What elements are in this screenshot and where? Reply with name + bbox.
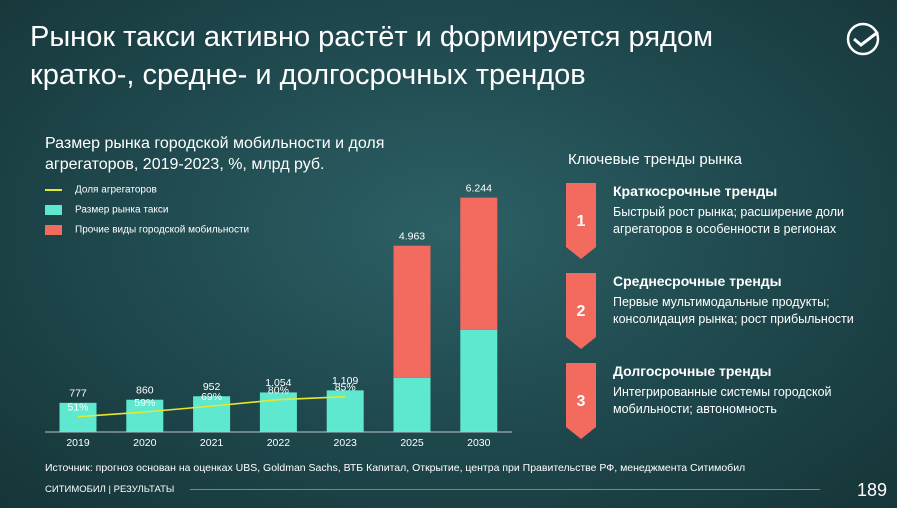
chart-title: Размер рынка городской мобильности и дол… — [45, 135, 385, 173]
trend-title: Среднесрочные тренды — [613, 273, 782, 289]
footer: СИТИМОБИЛ | РЕЗУЛЬТАТЫ — [45, 484, 175, 495]
bar-segment — [460, 197, 498, 330]
bar-segment — [126, 399, 164, 432]
x-tick-label: 2020 — [133, 437, 157, 449]
line-value-label: 59% — [134, 397, 155, 409]
trend-text: Быстрый рост рынка; расширение доли агре… — [613, 205, 845, 236]
trend-text: Первые мультимодальные продукты; консоли… — [613, 295, 854, 326]
footer-rule — [190, 489, 820, 490]
trend-number: 3 — [576, 393, 586, 410]
x-tick-label: 2022 — [267, 437, 291, 449]
x-tick-label: 2030 — [467, 437, 491, 449]
bar-segment — [393, 377, 431, 432]
total-label: 4.963 — [399, 230, 425, 242]
trend-arrow — [566, 363, 596, 439]
bar-segment — [59, 402, 97, 432]
share-line — [77, 395, 346, 418]
bar-segment — [193, 396, 231, 432]
line-value-label: 51% — [67, 401, 88, 413]
trend-arrow — [566, 273, 596, 349]
trend-text: Интегрированные системы городской мобиль… — [613, 385, 832, 416]
trend-title: Долгосрочные тренды — [613, 363, 772, 379]
x-tick-label: 2021 — [200, 437, 224, 449]
legend-swatch — [45, 225, 62, 235]
total-label: 952 — [203, 381, 221, 393]
line-value-label: 80% — [268, 384, 289, 396]
page-number: 189 — [856, 480, 887, 500]
x-tick-label: 2025 — [400, 437, 424, 449]
total-label: 860 — [136, 384, 154, 396]
trends-heading: Ключевые тренды рынка — [568, 151, 743, 168]
line-value-label: 85% — [335, 382, 356, 394]
trend-number: 2 — [576, 303, 586, 320]
trend-arrow — [566, 183, 596, 259]
bar-segment — [460, 329, 498, 432]
trend-number: 1 — [576, 213, 586, 230]
bar-segment — [393, 245, 431, 378]
slide-title: Рынок такси активно растёт и формируется… — [30, 21, 714, 91]
total-label: 6.244 — [466, 182, 492, 194]
total-label: 1.109 — [332, 375, 358, 387]
trend-title: Краткосрочные тренды — [613, 183, 778, 199]
source-note: Источник: прогноз основан на оценках UBS… — [45, 462, 746, 474]
logo — [846, 22, 880, 56]
chart: Доля агрегаторов Размер рынка такси Прочие… — [45, 182, 512, 449]
total-label: 1.054 — [265, 377, 291, 389]
x-tick-label: 2019 — [66, 437, 90, 449]
legend-swatch — [45, 205, 62, 215]
legend-label: Размер рынка такси — [75, 205, 168, 216]
total-label: 777 — [69, 388, 87, 400]
legend-label: Доля агрегаторов — [75, 185, 157, 196]
legend-label: Прочие виды городской мобильности — [75, 224, 249, 236]
x-tick-label: 2023 — [334, 437, 358, 449]
line-value-label: 69% — [201, 391, 222, 403]
